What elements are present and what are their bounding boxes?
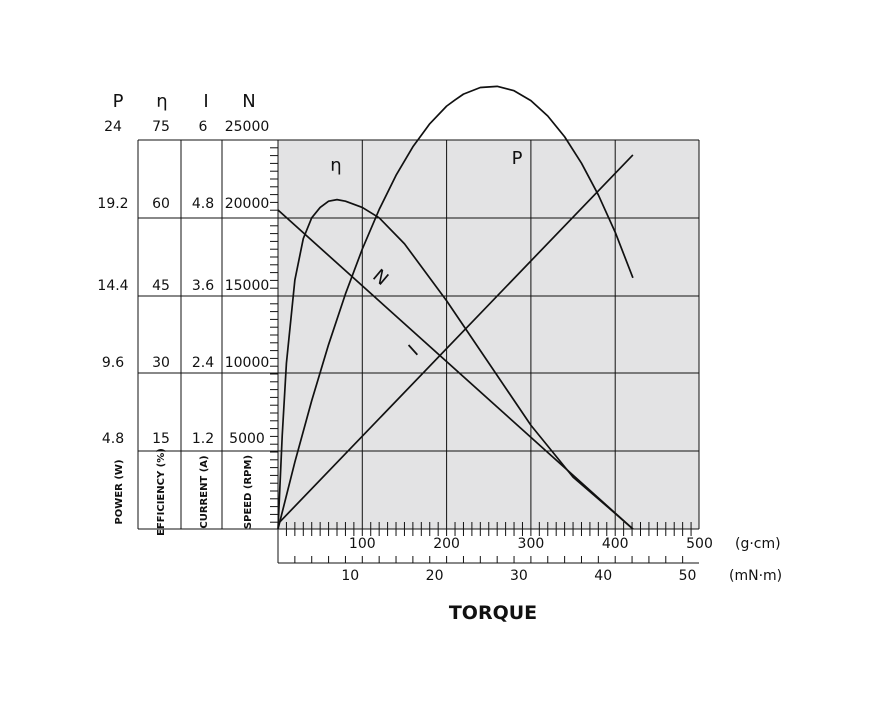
x-unit-gcm: (g·cm) [735, 536, 781, 552]
series-curves [277, 85, 634, 530]
y-axis-symbol-3: N [242, 91, 255, 112]
x-tick-label-gcm: 300 [518, 536, 545, 552]
minor-ticks [270, 139, 692, 563]
y-tick-label: 15 [152, 431, 170, 447]
y-axis-symbol-2: I [203, 91, 208, 112]
y-tick-label: 5000 [229, 431, 265, 447]
x-tick-label-gcm: 200 [433, 536, 460, 552]
x-tick-label-mnm: 10 [341, 568, 359, 584]
series-line-I [277, 154, 634, 525]
y-tick-label: 15000 [225, 278, 270, 294]
y-tick-label: 6 [199, 119, 208, 135]
y-tick-label: 24 [104, 119, 122, 135]
series-line-N [277, 209, 634, 530]
y-axis-symbol-0: P [113, 91, 124, 112]
y-tick-label: 3.6 [192, 278, 214, 294]
x-tick-label-gcm: 100 [349, 536, 376, 552]
y-tick-label: 2.4 [192, 355, 214, 371]
series-line-η [277, 198, 634, 530]
x-tick-label-mnm: 40 [594, 568, 612, 584]
series-label-η: η [330, 155, 341, 176]
y-tick-label: 20000 [225, 196, 270, 212]
y-tick-label: 75 [152, 119, 170, 135]
y-tick-label: 60 [152, 196, 170, 212]
y-axis-label-2: CURRENT (A) [199, 455, 210, 528]
series-line-P [277, 85, 634, 530]
series-label-P: P [512, 148, 523, 169]
x-tick-label-gcm: 500 [686, 536, 713, 552]
y-axis-label-3: SPEED (RPM) [243, 455, 254, 529]
y-axis-label-0: POWER (W) [114, 459, 125, 524]
y-tick-label: 45 [152, 278, 170, 294]
tick-labels: P 4.8 9.6 14.4 19.2 24 POWER (W) η 15 30 45 60 75 EFF… [97, 91, 782, 584]
y-tick-label: 4.8 [102, 431, 124, 447]
x-tick-label-mnm: 50 [679, 568, 697, 584]
x-unit-mnm: (mN·m) [729, 568, 782, 584]
x-axis-title: TORQUE [449, 602, 537, 624]
y-tick-label: 14.4 [97, 278, 128, 294]
y-tick-label: 19.2 [97, 196, 128, 212]
y-tick-label: 9.6 [102, 355, 124, 371]
x-tick-label-mnm: 20 [426, 568, 444, 584]
y-tick-label: 25000 [225, 119, 270, 135]
y-tick-label: 1.2 [192, 431, 214, 447]
plot-area [278, 140, 699, 529]
y-axis-symbol-1: η [156, 91, 167, 112]
y-axis-label-1: EFFICIENCY (%) [156, 448, 167, 536]
x-tick-label-mnm: 30 [510, 568, 528, 584]
y-tick-label: 4.8 [192, 196, 214, 212]
y-tick-label: 10000 [225, 355, 270, 371]
y-tick-label: 30 [152, 355, 170, 371]
x-tick-label-gcm: 400 [602, 536, 629, 552]
